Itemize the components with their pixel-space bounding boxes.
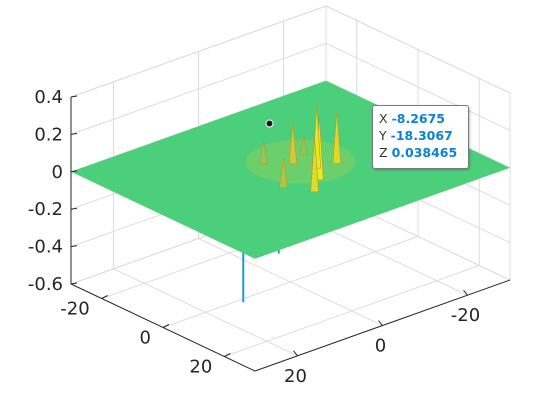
datatip-key-z: Z: [379, 145, 388, 160]
z-tick-label: 0.2: [34, 124, 63, 145]
x-tick-1: [378, 320, 383, 326]
datatip-row-y: Y -18.3067: [379, 127, 462, 144]
y-tick-2: [101, 295, 108, 299]
x-gridline-2: [113, 81, 298, 357]
z-tick-label: 0.4: [34, 87, 63, 108]
datatip[interactable]: X -8.2675 Y -18.3067 Z 0.038465: [372, 105, 469, 169]
x-tick-label: 20: [284, 366, 307, 387]
z-tick-0: [70, 95, 78, 98]
peak-layer: [259, 106, 342, 193]
y-tick-0: [224, 353, 231, 357]
z-tick-5: [70, 282, 78, 285]
z-tick-4: [70, 245, 78, 248]
datatip-marker: [265, 119, 274, 128]
z-tick-3: [70, 207, 78, 210]
z-tick-1: [70, 132, 78, 135]
x-tick-2: [293, 350, 298, 357]
z-tick-label: -0.4: [28, 237, 63, 258]
datatip-value-y: -18.3067: [390, 128, 453, 143]
peak-spike: [310, 137, 319, 193]
z-tick-label: -0.2: [28, 199, 63, 220]
z-tick-label: -0.6: [28, 274, 63, 295]
y-tick-label: 20: [189, 357, 212, 378]
surface-bump: [245, 139, 356, 184]
tick-label-layer: 0.4 0.2 0 -0.2 -0.4 -0.6 -20 0 20 20 0 -20: [28, 87, 480, 387]
datatip-key-y: Y: [379, 128, 387, 143]
y-tick-1: [162, 324, 170, 328]
x-tick-label: -20: [451, 305, 480, 326]
z-gridline-0: [70, 5, 511, 98]
peak-spike: [279, 157, 288, 188]
x-gridline-1: [198, 51, 383, 326]
datatip-key-x: X: [379, 111, 388, 126]
datatip-value-z: 0.038465: [391, 145, 458, 160]
z-gridline-1: [70, 42, 511, 135]
datatip-row-x: X -8.2675: [379, 110, 462, 127]
z-tick-label: 0: [52, 162, 63, 183]
x-tick-0: [463, 289, 468, 296]
datatip-value-x: -8.2675: [391, 111, 445, 126]
x-tick-label: 0: [375, 336, 386, 357]
peak-spike: [288, 122, 298, 165]
y-tick-label: 0: [140, 328, 151, 349]
y-gridline-0: [224, 78, 480, 357]
y-tick-label: -20: [60, 299, 89, 320]
z-tick-2: [70, 170, 78, 173]
peak-spike: [332, 111, 342, 164]
datatip-row-z: Z 0.038465: [379, 144, 462, 161]
datatip-marker-layer: [265, 119, 274, 128]
peak-spike: [259, 141, 268, 165]
peak-spike: [299, 136, 309, 156]
